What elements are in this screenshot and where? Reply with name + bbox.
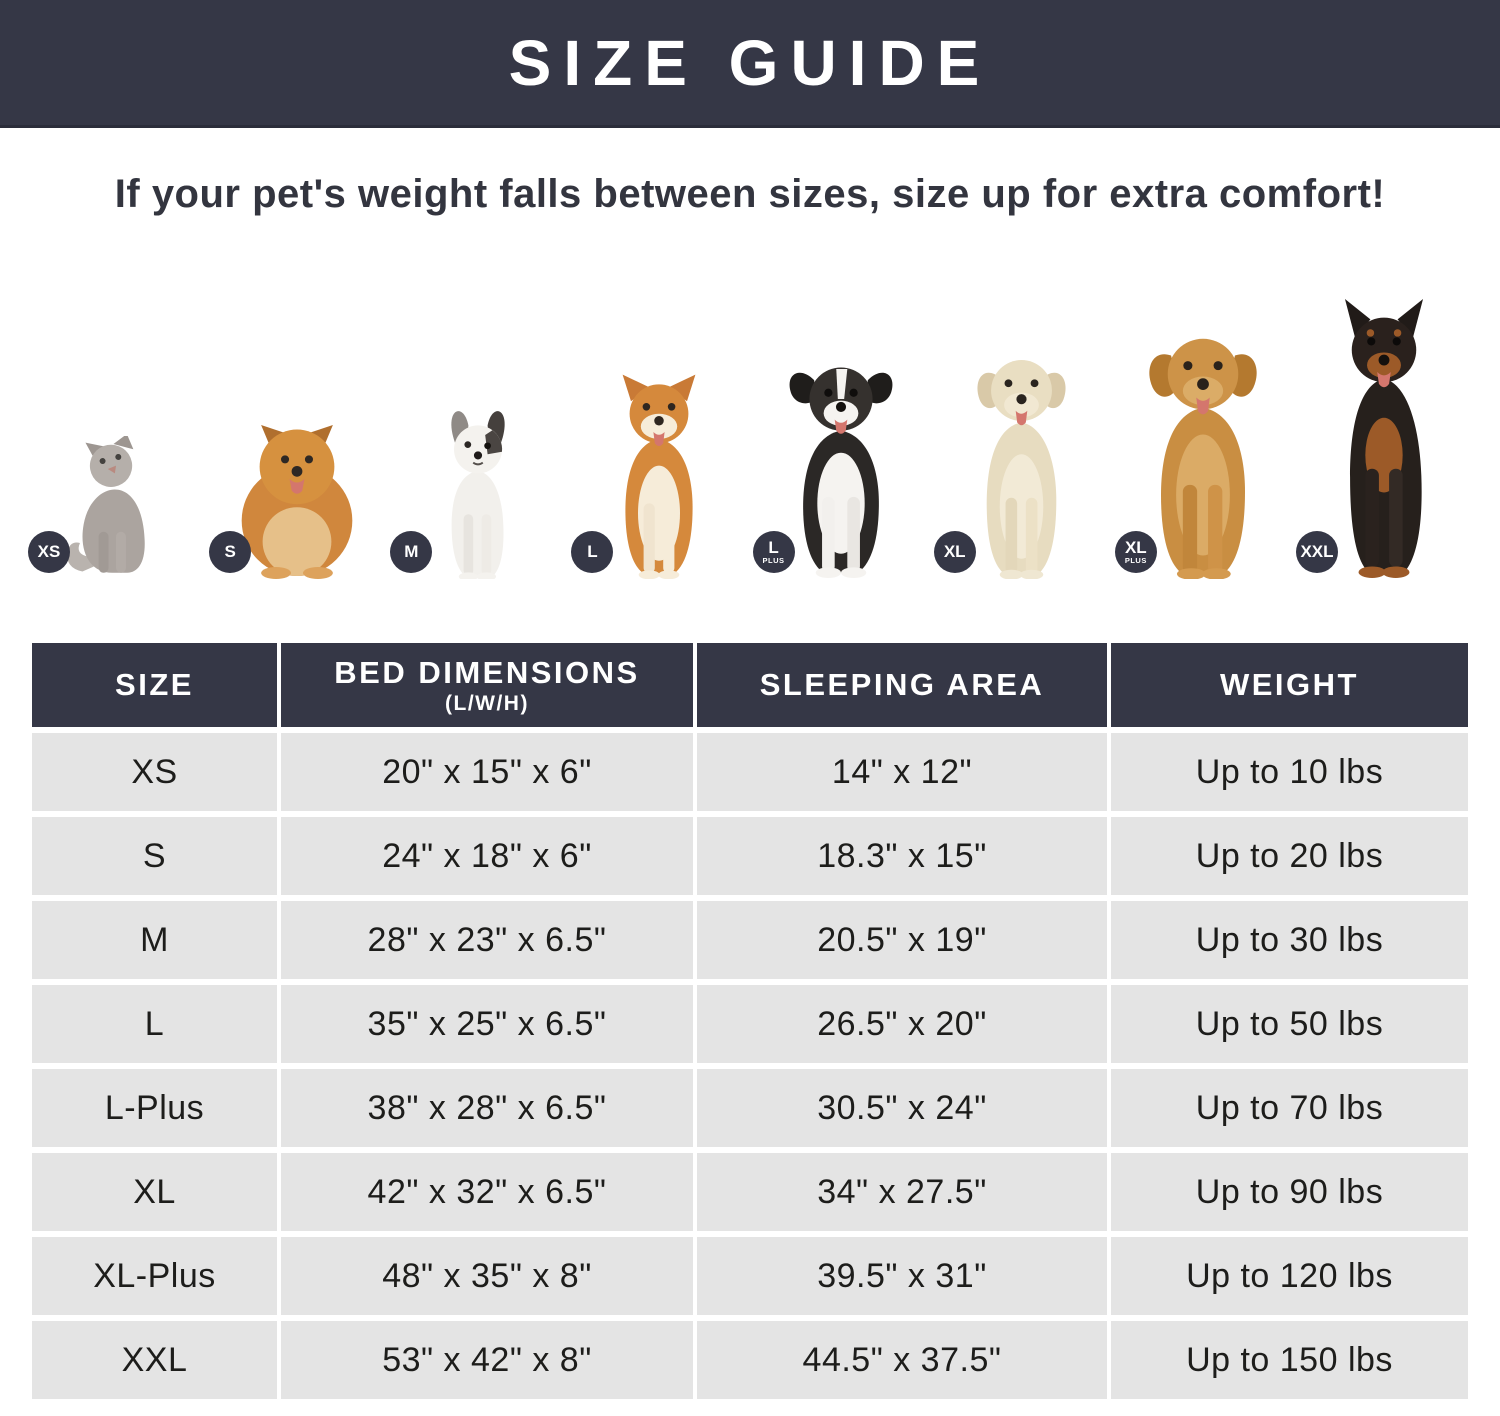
cell-sleeping: 39.5" x 31" (697, 1237, 1107, 1315)
cell-weight: Up to 70 lbs (1111, 1069, 1468, 1147)
pet-figure-l: L (569, 369, 749, 579)
cell-weight: Up to 150 lbs (1111, 1321, 1468, 1399)
col-header-size: SIZE (32, 643, 277, 727)
size-badge-s: S (209, 531, 252, 573)
cell-sleeping: 26.5" x 20" (697, 985, 1107, 1063)
size-badge-label: XXL (1300, 542, 1334, 561)
cell-weight: Up to 120 lbs (1111, 1237, 1468, 1315)
cell-size: M (32, 901, 277, 979)
pet-figure-m: M (388, 399, 568, 579)
size-badge-sublabel: PLUS (1124, 556, 1147, 565)
size-badge-label: M (404, 542, 419, 561)
size-badge-xxl: XXL (1295, 531, 1338, 573)
size-badge-l: L (571, 531, 614, 573)
cell-weight: Up to 90 lbs (1111, 1153, 1468, 1231)
cell-sleeping: 30.5" x 24" (697, 1069, 1107, 1147)
cell-size: XL-Plus (32, 1237, 277, 1315)
pet-figure-xxl: XXL (1294, 299, 1474, 579)
labrador-image (977, 360, 1066, 579)
cell-size: S (32, 817, 277, 895)
size-badge-label: L (587, 542, 598, 561)
cell-bed: 42" x 32" x 6.5" (281, 1153, 693, 1231)
cell-bed: 24" x 18" x 6" (281, 817, 693, 895)
size-badge-l-plus: L PLUS (752, 531, 795, 573)
size-badge-label: XS (37, 542, 61, 561)
cell-sleeping: 44.5" x 37.5" (697, 1321, 1107, 1399)
pet-figure-xl: XL (932, 347, 1112, 579)
cell-bed: 53" x 42" x 8" (281, 1321, 693, 1399)
cell-sleeping: 14" x 12" (697, 733, 1107, 811)
col-header-size-label: SIZE (115, 667, 194, 702)
cell-bed: 48" x 35" x 8" (281, 1237, 693, 1315)
golden-retriever-image (1149, 338, 1257, 579)
cell-weight: Up to 30 lbs (1111, 901, 1468, 979)
size-badge-xl: XL (933, 531, 976, 573)
cell-size: L-Plus (32, 1069, 277, 1147)
size-badge-xs: XS (28, 531, 70, 573)
col-header-sleeping-label: SLEEPING AREA (759, 667, 1045, 702)
cell-bed: 35" x 25" x 6.5" (281, 985, 693, 1063)
pet-figure-xs: XS (26, 436, 206, 579)
cell-bed: 20" x 15" x 6" (281, 733, 693, 811)
cell-sleeping: 34" x 27.5" (697, 1153, 1107, 1231)
cell-weight: Up to 50 lbs (1111, 985, 1468, 1063)
cat-image (67, 436, 145, 573)
cell-size: XL (32, 1153, 277, 1231)
pet-figure-l-plus: L PLUS (751, 358, 931, 579)
cell-size: XS (32, 733, 277, 811)
cell-bed: 38" x 28" x 6.5" (281, 1069, 693, 1147)
cell-weight: Up to 10 lbs (1111, 733, 1468, 811)
subtitle-text: If your pet's weight falls between sizes… (114, 172, 1386, 216)
size-badge-label: L (768, 538, 779, 557)
col-header-sleeping-area: SLEEPING AREA (697, 643, 1107, 727)
pomeranian-image (241, 424, 353, 579)
cell-sleeping: 18.3" x 15" (697, 817, 1107, 895)
size-table: SIZE BED DIMENSIONS (L/W/H) SLEEPING ARE… (32, 643, 1468, 1399)
size-badge-m: M (390, 531, 433, 573)
cell-bed: 28" x 23" x 6.5" (281, 901, 693, 979)
col-header-bed-label: BED DIMENSIONS (334, 654, 640, 690)
cell-size: L (32, 985, 277, 1063)
size-badge-label: S (224, 542, 236, 561)
size-badge-sublabel: PLUS (762, 556, 785, 565)
cell-weight: Up to 20 lbs (1111, 817, 1468, 895)
cell-size: XXL (32, 1321, 277, 1399)
shiba-inu-image (623, 374, 696, 579)
pet-figure-xl-plus: XL PLUS (1113, 327, 1293, 579)
pet-figure-s: S (207, 422, 387, 579)
col-header-weight-label: WEIGHT (1220, 667, 1359, 702)
col-header-bed-sublabel: (L/W/H) (445, 691, 529, 715)
french-bulldog-image (451, 411, 505, 579)
size-badge-label: XL (1124, 538, 1147, 557)
pet-size-lineup: XS S (0, 285, 1500, 579)
col-header-bed-dimensions: BED DIMENSIONS (L/W/H) (281, 643, 693, 727)
title-bar: SIZE GUIDE (0, 0, 1500, 128)
doberman-image (1344, 299, 1424, 578)
page-title: SIZE GUIDE (508, 26, 992, 99)
size-badge-label: XL (943, 542, 966, 561)
size-badge-xl-plus: XL PLUS (1114, 531, 1157, 573)
cell-sleeping: 20.5" x 19" (697, 901, 1107, 979)
col-header-weight: WEIGHT (1111, 643, 1468, 727)
border-collie-image (789, 367, 893, 579)
